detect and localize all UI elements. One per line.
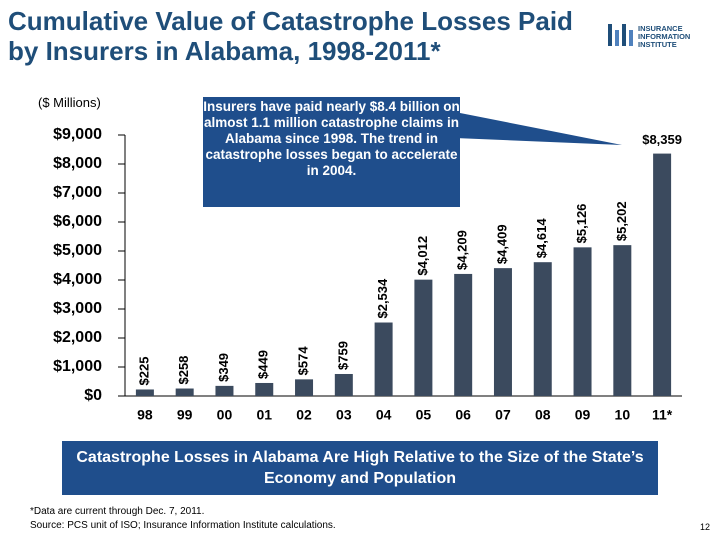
y-tick-label: $0 — [84, 387, 102, 404]
bar — [215, 385, 234, 396]
y-tick-label: $3,000 — [53, 300, 102, 317]
page-number: 12 — [699, 522, 710, 532]
y-tick-label: $1,000 — [53, 358, 102, 375]
value-label: $4,409 — [494, 224, 509, 264]
bar — [414, 279, 433, 396]
logo-text: INSTITUTE — [638, 40, 677, 49]
bar — [573, 247, 592, 396]
bar — [135, 389, 154, 396]
x-tick-label: 99 — [177, 407, 193, 423]
y-tick-label: $8,000 — [53, 155, 102, 172]
x-tick-label: 02 — [296, 407, 312, 423]
value-label: $759 — [335, 341, 350, 370]
bar — [374, 322, 393, 396]
bar — [493, 268, 512, 396]
value-label: $4,209 — [455, 230, 470, 270]
x-tick-label: 01 — [256, 407, 272, 423]
value-label: $5,126 — [574, 204, 589, 244]
value-label: $258 — [176, 356, 191, 385]
value-label: $349 — [216, 353, 231, 382]
value-label: $2,534 — [375, 278, 390, 319]
x-tick-label: 07 — [495, 407, 511, 423]
footnote: *Data are current through Dec. 7, 2011. — [30, 506, 205, 517]
y-tick-label: $2,000 — [53, 329, 102, 346]
callout-pointer — [455, 112, 622, 145]
banner: Catastrophe Losses in Alabama Are High R… — [62, 441, 658, 495]
value-label: $4,614 — [534, 218, 549, 259]
value-label: $449 — [256, 350, 271, 379]
bar — [613, 245, 632, 396]
x-tick-label: 05 — [416, 407, 432, 423]
value-label: $574 — [295, 346, 310, 376]
source: Source: PCS unit of ISO; Insurance Infor… — [30, 520, 336, 531]
value-label: $4,012 — [415, 236, 430, 276]
value-label: $225 — [136, 357, 151, 386]
value-label: $8,359 — [642, 132, 682, 147]
x-tick-label: 08 — [535, 407, 551, 423]
unit-label: ($ Millions) — [38, 95, 101, 110]
bar — [653, 153, 672, 396]
logo-text: INSURANCE — [638, 24, 683, 33]
bar — [255, 382, 274, 396]
x-tick-label: 98 — [137, 407, 153, 423]
x-tick-label: 00 — [217, 407, 233, 423]
y-tick-label: $9,000 — [53, 126, 102, 143]
y-tick-label: $4,000 — [53, 271, 102, 288]
bar — [533, 262, 552, 396]
x-tick-label: 10 — [615, 407, 631, 423]
x-tick-label: 03 — [336, 407, 352, 423]
x-tick-label: 04 — [376, 407, 392, 423]
bar — [175, 388, 194, 396]
x-tick-label: 09 — [575, 407, 591, 423]
bar — [454, 273, 473, 396]
callout: Insurers have paid nearly $8.4 billion o… — [203, 97, 460, 207]
x-tick-label: 06 — [455, 407, 471, 423]
bar — [334, 373, 353, 396]
logo-icon — [608, 24, 633, 46]
y-tick-label: $5,000 — [53, 242, 102, 259]
y-tick-label: $7,000 — [53, 184, 102, 201]
y-tick-label: $6,000 — [53, 213, 102, 230]
logo-text: INFORMATION — [638, 32, 691, 41]
bar — [295, 379, 314, 396]
chart-title: Cumulative Value of Catastrophe Losses P… — [8, 6, 573, 66]
value-label: $5,202 — [614, 201, 629, 241]
x-tick-label: 11* — [652, 407, 673, 423]
